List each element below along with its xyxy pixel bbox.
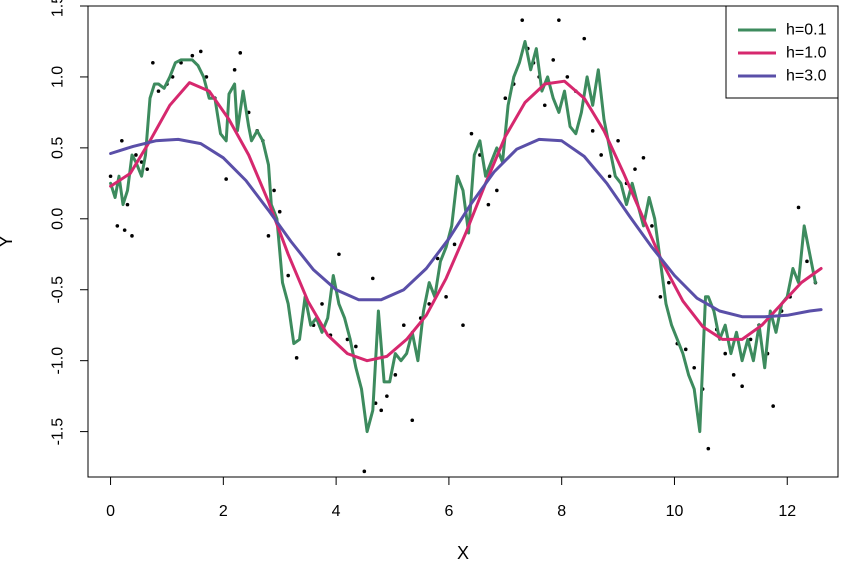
data-point bbox=[616, 138, 620, 143]
data-point bbox=[427, 302, 431, 306]
data-point bbox=[337, 252, 341, 257]
data-point bbox=[151, 60, 155, 65]
data-point bbox=[156, 89, 161, 93]
data-point bbox=[633, 167, 637, 171]
x-axis: 0 2 4 6 8 10 12 bbox=[106, 476, 796, 520]
x-tick-label: 0 bbox=[106, 503, 115, 520]
data-point bbox=[108, 174, 113, 179]
data-point bbox=[320, 302, 324, 306]
series-lines bbox=[109, 40, 823, 434]
data-point bbox=[198, 49, 203, 54]
legend: h=0.1 h=1.0 h=3.0 bbox=[725, 5, 839, 99]
data-point bbox=[393, 373, 398, 377]
data-point bbox=[294, 356, 299, 360]
data-point bbox=[204, 75, 209, 79]
legend-label: h=0.1 bbox=[786, 22, 827, 39]
data-point bbox=[435, 256, 440, 261]
data-point bbox=[134, 153, 138, 157]
legend-label: h=1.0 bbox=[786, 45, 827, 62]
data-point bbox=[122, 228, 127, 232]
data-point bbox=[266, 234, 271, 238]
data-point bbox=[354, 344, 358, 349]
data-point bbox=[130, 234, 134, 238]
data-point bbox=[379, 408, 384, 413]
data-point bbox=[723, 351, 728, 356]
data-point bbox=[805, 259, 809, 264]
data-point bbox=[683, 347, 688, 352]
data-point bbox=[410, 418, 415, 423]
x-axis-title: X bbox=[457, 543, 469, 563]
data-point bbox=[520, 18, 525, 22]
x-tick-label: 2 bbox=[219, 503, 228, 520]
data-point bbox=[748, 337, 753, 342]
data-point bbox=[125, 202, 130, 207]
legend-label: h=3.0 bbox=[786, 68, 827, 85]
data-point bbox=[238, 51, 243, 55]
data-point bbox=[224, 177, 228, 181]
data-point bbox=[385, 394, 389, 398]
x-tick-label: 4 bbox=[332, 503, 341, 520]
y-axis: -1.5 -1.0 -0.5 0.0 0.5 1.0 1.5 bbox=[50, 0, 89, 445]
data-point bbox=[452, 242, 457, 247]
data-point bbox=[599, 153, 603, 157]
y-axis-title: Y bbox=[0, 235, 16, 247]
data-point bbox=[115, 224, 120, 228]
y-tick-label: 1.5 bbox=[50, 0, 67, 17]
data-point bbox=[120, 138, 124, 143]
data-point bbox=[658, 295, 663, 299]
data-point bbox=[607, 174, 612, 179]
data-point bbox=[731, 373, 736, 377]
data-point bbox=[486, 202, 491, 207]
data-point bbox=[590, 129, 595, 133]
data-point bbox=[461, 323, 465, 328]
y-tick-label: -0.5 bbox=[50, 276, 67, 304]
y-tick-label: -1.0 bbox=[50, 347, 67, 375]
data-point bbox=[469, 131, 474, 136]
data-point bbox=[557, 18, 561, 22]
data-point bbox=[345, 337, 350, 342]
series-line-h=3.0 bbox=[109, 137, 823, 319]
series-line-h=1.0 bbox=[109, 79, 823, 363]
data-point bbox=[444, 295, 448, 299]
data-point bbox=[190, 53, 195, 58]
data-point bbox=[542, 103, 547, 108]
data-point bbox=[401, 323, 406, 328]
data-point bbox=[139, 160, 144, 164]
data-point bbox=[277, 209, 282, 214]
data-point bbox=[796, 205, 801, 210]
x-tick-label: 8 bbox=[557, 503, 566, 520]
data-point bbox=[272, 188, 276, 193]
scatter-points bbox=[108, 18, 818, 474]
data-point bbox=[565, 75, 570, 79]
data-point bbox=[286, 273, 290, 278]
x-tick-label: 10 bbox=[666, 503, 684, 520]
y-tick-label: -1.5 bbox=[50, 418, 67, 446]
data-point bbox=[650, 224, 654, 228]
y-tick-label: 0.5 bbox=[50, 137, 67, 159]
data-point bbox=[551, 58, 556, 62]
data-point bbox=[370, 276, 375, 281]
data-point bbox=[641, 155, 646, 160]
data-point bbox=[706, 446, 711, 451]
series-line-h=0.1 bbox=[109, 40, 817, 434]
data-point bbox=[503, 96, 508, 101]
data-point bbox=[582, 36, 587, 41]
data-point bbox=[362, 469, 367, 474]
x-tick-label: 6 bbox=[444, 503, 453, 520]
data-point bbox=[692, 365, 697, 370]
data-point bbox=[495, 188, 499, 193]
y-tick-label: 1.0 bbox=[50, 66, 67, 88]
data-point bbox=[771, 404, 775, 408]
y-tick-label: 0.0 bbox=[50, 208, 67, 230]
data-point bbox=[232, 68, 237, 72]
x-tick-label: 12 bbox=[778, 503, 796, 520]
data-point bbox=[740, 384, 744, 389]
data-point bbox=[667, 280, 671, 285]
data-point bbox=[145, 167, 150, 171]
